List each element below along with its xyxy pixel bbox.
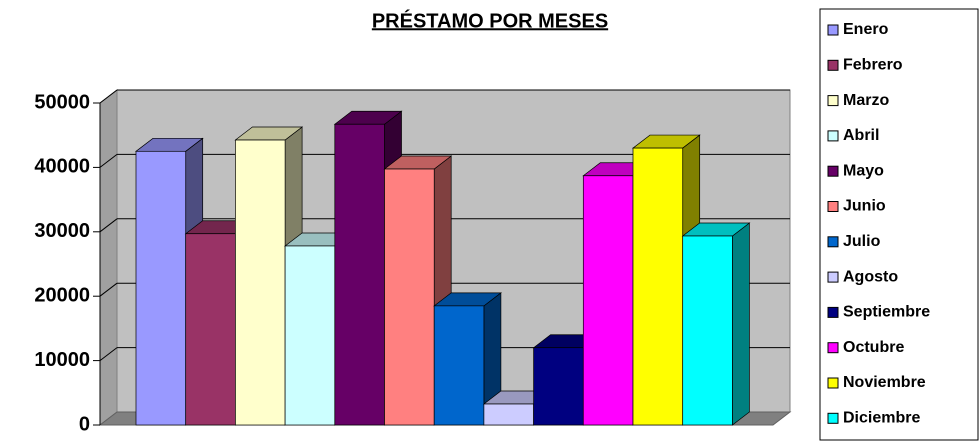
chart-title: PRÉSTAMO POR MESES — [372, 9, 608, 32]
legend-label: Julio — [843, 233, 881, 250]
grid-line — [99, 89, 118, 104]
legend-swatch — [827, 24, 839, 36]
legend — [819, 8, 979, 441]
legend-swatch — [827, 130, 839, 142]
legend-swatch — [827, 201, 839, 212]
bar — [533, 347, 584, 426]
legend-swatch — [827, 306, 839, 318]
legend-label: Enero — [843, 21, 889, 38]
legend-swatch — [827, 165, 839, 177]
y-tick-label: 40000 — [34, 156, 90, 178]
legend-swatch — [827, 412, 839, 424]
legend-label: Octubre — [843, 339, 904, 356]
bar — [582, 175, 634, 426]
legend-label: Noviembre — [843, 374, 926, 391]
legend-label: Junio — [843, 198, 886, 215]
bar — [433, 305, 485, 426]
bar — [682, 235, 733, 426]
bar — [483, 403, 534, 426]
bar — [235, 139, 286, 426]
y-tick-label: 30000 — [34, 220, 90, 242]
y-tick-label: 20000 — [34, 284, 90, 306]
bar — [135, 150, 187, 426]
legend-label: Mayo — [843, 162, 884, 179]
bar — [334, 123, 385, 426]
bar-side — [732, 222, 750, 426]
y-tick-label: 0 — [79, 413, 90, 435]
legend-swatch — [827, 59, 839, 71]
grid-line — [99, 347, 118, 361]
legend-label: Agosto — [843, 268, 898, 285]
bar — [284, 245, 336, 426]
legend-swatch — [827, 377, 839, 389]
bar — [185, 233, 236, 426]
legend-label: Diciembre — [843, 410, 920, 427]
y-tick-label: 50000 — [34, 91, 90, 113]
legend-label: Septiembre — [843, 304, 930, 321]
legend-swatch — [827, 236, 839, 248]
grid-line — [99, 154, 118, 168]
legend-swatch — [827, 271, 839, 283]
grid-line — [99, 282, 118, 297]
bar — [384, 168, 435, 426]
side-wall — [99, 88, 118, 427]
legend-swatch — [827, 95, 839, 107]
legend-label: Marzo — [843, 92, 889, 109]
legend-swatch — [827, 342, 839, 354]
grid-line — [99, 218, 118, 233]
legend-label: Abril — [843, 127, 879, 144]
legend-label: Febrero — [843, 57, 903, 74]
bar — [632, 147, 684, 426]
y-tick-label: 10000 — [34, 349, 90, 371]
